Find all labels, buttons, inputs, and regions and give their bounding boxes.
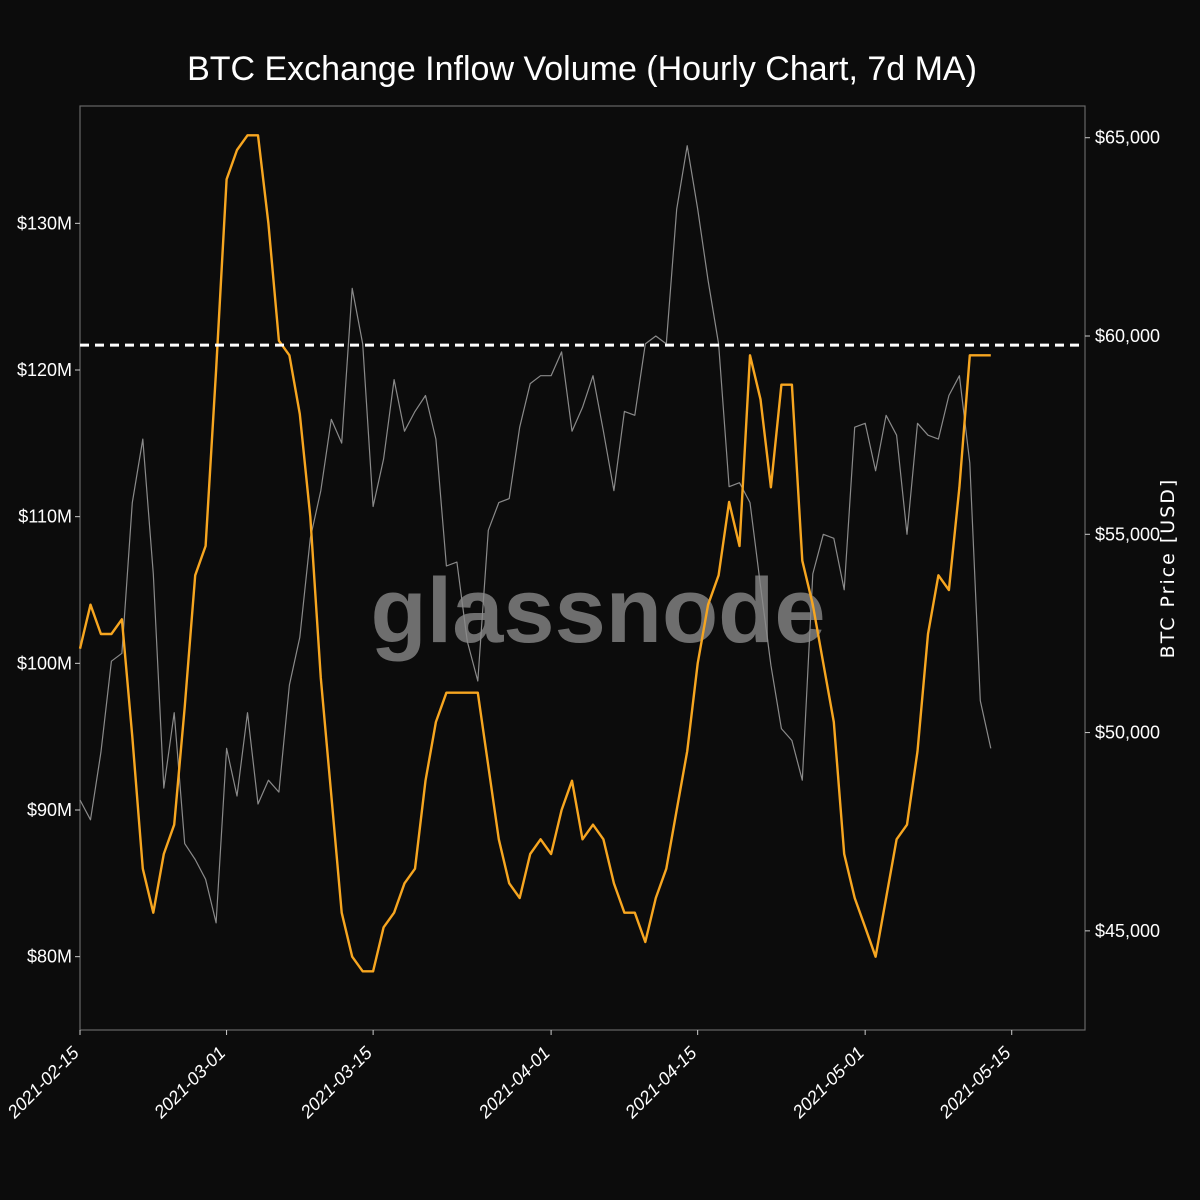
right-tick-label: $45,000 (1095, 921, 1160, 941)
left-tick-label: $110M (18, 507, 72, 527)
x-tick-label: 2021-03-01 (149, 1043, 229, 1123)
x-axis-ticks: 2021-02-15 2021-03-01 2021-03-15 2021-04-01… (3, 1030, 1015, 1123)
inflow-volume-line (78, 134, 991, 973)
x-tick-label: 2021-02-15 (3, 1042, 84, 1123)
left-axis-ticks: $80M $90M $100M $110M $120M $130M (17, 213, 80, 967)
left-tick-label: $100M (17, 653, 72, 673)
x-tick-label: 2021-03-15 (296, 1042, 377, 1123)
left-tick-label: $130M (17, 213, 72, 233)
x-tick-label: 2021-05-15 (935, 1042, 1016, 1123)
right-tick-label: $65,000 (1095, 128, 1160, 148)
left-tick-label: $80M (27, 947, 72, 967)
x-tick-label: 2021-05-01 (788, 1043, 868, 1123)
right-axis-ticks: $45,000 $50,000 $55,000 $60,000 $65,000 (1085, 128, 1160, 941)
right-tick-label: $55,000 (1095, 524, 1160, 544)
btc-price-line (79, 145, 992, 924)
left-tick-label: $90M (27, 800, 72, 820)
x-tick-label: 2021-04-01 (474, 1043, 554, 1123)
right-axis-label: BTC Price [USD] (1157, 478, 1179, 659)
chart-title: BTC Exchange Inflow Volume (Hourly Chart… (187, 50, 977, 88)
series-layer (78, 134, 992, 973)
watermark-logo: glassnode (370, 560, 825, 662)
x-tick-label: 2021-04-15 (621, 1042, 702, 1123)
left-tick-label: $120M (17, 360, 72, 380)
plot-frame (79, 105, 1086, 1031)
right-tick-label: $50,000 (1095, 723, 1160, 743)
right-tick-label: $60,000 (1095, 326, 1160, 346)
